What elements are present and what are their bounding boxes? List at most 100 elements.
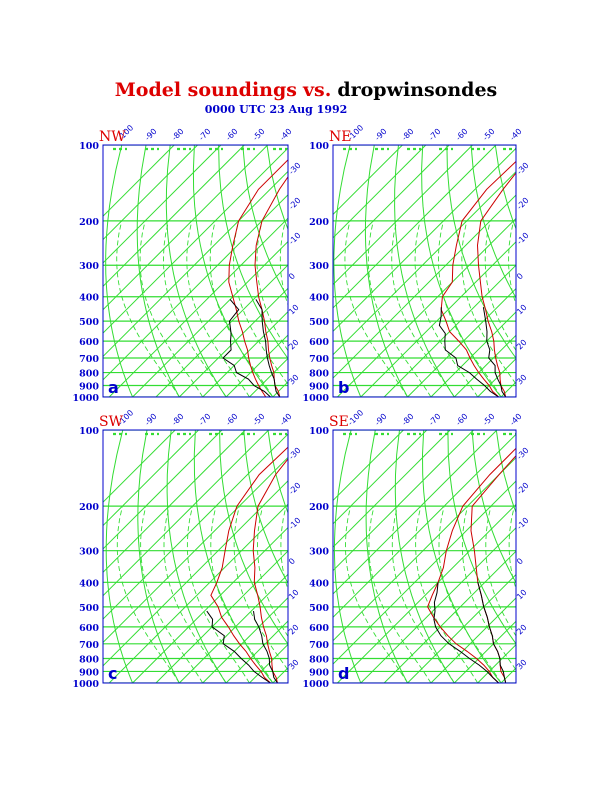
isotherm [103, 456, 288, 644]
dry-adiabat [192, 145, 274, 397]
isotherm [103, 430, 246, 574]
moist-adiabat [140, 506, 204, 683]
temp-label-top: -60 [454, 412, 470, 428]
pressure-label: 900 [79, 381, 99, 392]
temp-label-right: 20 [515, 623, 529, 637]
isotherm [103, 433, 288, 620]
dry-adiabat [470, 145, 516, 299]
isotherm [333, 430, 428, 525]
pressure-label: 700 [79, 354, 99, 365]
region-label: SW [99, 414, 124, 430]
dry-adiabat [105, 145, 134, 397]
moist-adiabat [163, 506, 227, 683]
temp-label-right: 30 [515, 373, 529, 387]
model-temp-line [470, 454, 516, 683]
temp-label-top: -80 [170, 412, 186, 428]
pressure-label: 300 [309, 261, 329, 272]
figure-subtitle: 0000 UTC 23 Aug 1992 [205, 103, 348, 116]
moist-adiabat [344, 220, 408, 397]
temp-label-top: -90 [143, 412, 159, 428]
moist-adiabat [461, 506, 516, 671]
temp-label-right: 30 [515, 658, 529, 672]
isotherm [103, 430, 223, 550]
pressure-label: 400 [79, 293, 99, 304]
temp-label-top: -40 [278, 412, 294, 428]
moist-adiabat [279, 220, 288, 307]
isotherm [333, 430, 474, 572]
pressure-label: 500 [309, 603, 329, 614]
temp-label-right: 0 [515, 556, 525, 566]
temp-label-top: -70 [427, 127, 443, 143]
isotherm [333, 147, 516, 333]
panel-grid [103, 145, 288, 397]
isotherm [524, 430, 612, 683]
dry-adiabat [592, 145, 612, 397]
dry-adiabat [316, 430, 506, 683]
temp-label-right: 10 [287, 588, 301, 602]
pressure-label: 900 [79, 667, 99, 678]
temp-label-top: -90 [373, 412, 389, 428]
moist-adiabat [415, 506, 479, 683]
isotherm [430, 311, 516, 397]
temp-label-right: -30 [515, 446, 531, 462]
moist-adiabat [210, 506, 274, 683]
temp-label-top: -40 [508, 127, 524, 143]
model-dewpoint-line [228, 159, 288, 397]
pressure-label: 900 [309, 381, 329, 392]
temp-label-right: 0 [287, 556, 297, 566]
temp-label-right: -10 [515, 516, 531, 532]
isotherm [366, 430, 612, 683]
isotherm [103, 480, 288, 667]
moist-adiabat [532, 221, 595, 397]
drop-temp-line [255, 299, 281, 397]
isotherm [333, 145, 473, 286]
temp-label-right: -20 [515, 481, 531, 497]
drop-temp-line [477, 582, 507, 683]
temp-label-top: -60 [224, 412, 240, 428]
temp-label-right: 30 [287, 658, 301, 672]
panel-letter: d [338, 664, 349, 683]
isotherm [383, 550, 516, 683]
dry-adiabat [593, 430, 612, 683]
pressure-label: 600 [79, 623, 99, 634]
model-dewpoint-line [427, 447, 516, 683]
temp-label-top: -50 [481, 127, 497, 143]
dry-adiabat [394, 430, 455, 683]
isotherm [453, 334, 516, 397]
moist-adiabat [186, 220, 250, 397]
panel-grid [333, 430, 612, 683]
moist-adiabat [438, 506, 502, 683]
dry-adiabat [421, 145, 502, 397]
temp-label-top: -90 [143, 127, 159, 143]
title-drop: dropwinsondes [337, 79, 497, 101]
dry-adiabat [218, 145, 288, 360]
temp-label-top: -60 [224, 127, 240, 143]
isotherm [225, 334, 288, 397]
isotherm [595, 145, 612, 397]
pressure-label: 600 [79, 337, 99, 348]
temp-label-top: -50 [251, 127, 267, 143]
panel-frame [102, 144, 289, 398]
isotherm [103, 170, 288, 358]
isotherm [333, 145, 427, 239]
isotherm [337, 217, 516, 397]
isotherm [595, 430, 612, 683]
temp-label-top: -70 [197, 412, 213, 428]
temp-label-right: -20 [287, 196, 303, 212]
dry-adiabat [364, 145, 409, 397]
dry-adiabat [333, 430, 362, 683]
isotherm [103, 147, 288, 334]
moist-adiabat [414, 220, 479, 397]
moist-adiabat [233, 220, 288, 386]
isotherm [103, 145, 198, 241]
pressure-label: 200 [309, 502, 329, 513]
dry-adiabat [421, 430, 502, 683]
isotherm [500, 381, 516, 397]
isotherm [430, 597, 516, 683]
temp-label-right: -10 [515, 231, 531, 247]
isotherm [103, 430, 176, 503]
pressure-label: 800 [79, 654, 99, 665]
isotherm [108, 503, 288, 683]
